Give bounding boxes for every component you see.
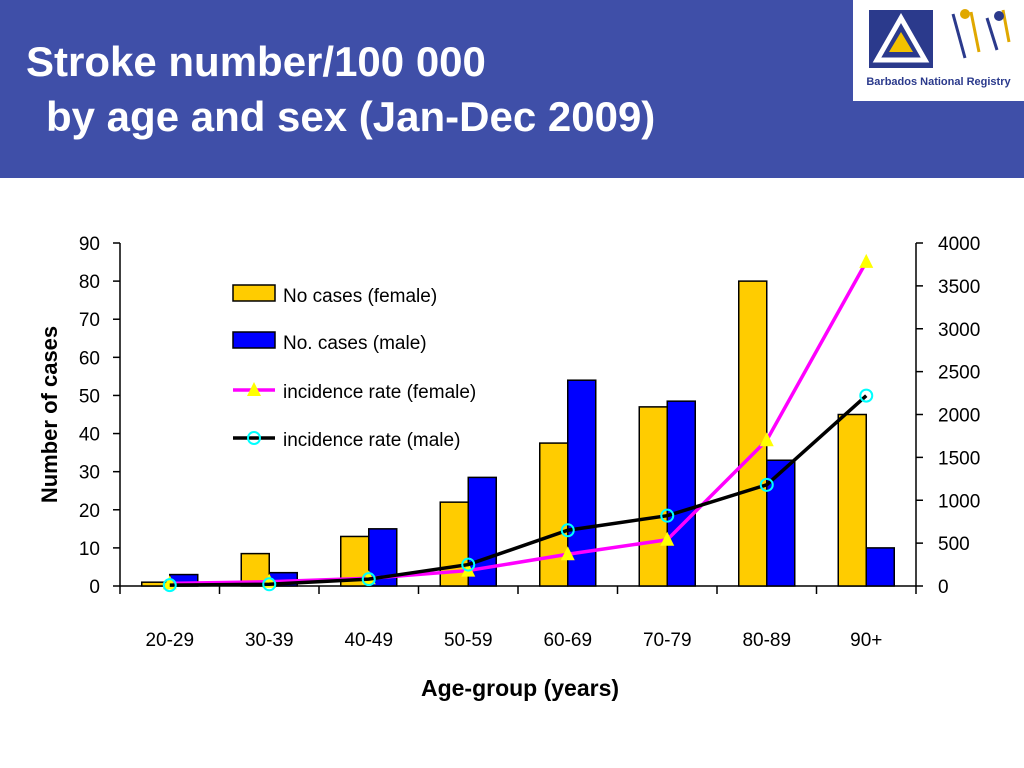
y-tick-label: 90	[79, 234, 100, 255]
bar-female	[837, 413, 867, 587]
stroke-chart: 0 10 20 30 40 50 60 70 80 90 0 500 1000 1500 2000 2500 3…	[37, 234, 980, 701]
bar-male	[865, 547, 895, 587]
y-tick-label: 60	[79, 348, 100, 369]
y-tick-label: 70	[79, 310, 100, 331]
y2-tick-label: 2500	[938, 363, 980, 384]
line-incidence-male	[169, 394, 868, 587]
y2-tick-label: 0	[938, 577, 949, 598]
y-tick-label: 10	[79, 539, 100, 560]
y2-tick-label: 4000	[938, 234, 980, 255]
legend-label-female-cases: No cases (female)	[283, 286, 437, 307]
x-tick-label: 60-69	[543, 630, 592, 651]
page-title-line1: Stroke number/100 000	[26, 38, 486, 85]
y-axis-title: Number of cases	[37, 326, 62, 503]
y-tick-label: 20	[79, 501, 100, 522]
marker-female	[660, 531, 675, 546]
x-tick-label: 50-59	[444, 630, 493, 651]
registry-logo-mark	[869, 9, 1011, 68]
y2-tick-label: 1000	[938, 491, 980, 512]
y-tick-label: 50	[79, 386, 100, 407]
marker-male	[759, 477, 774, 492]
bar-male	[666, 400, 696, 587]
bar-female	[638, 406, 668, 587]
marker-female	[560, 546, 575, 561]
x-axis-title: Age-group (years)	[421, 675, 619, 701]
line-incidence-female	[169, 261, 868, 586]
marker-male	[262, 577, 277, 592]
y2-tick-label: 500	[938, 534, 970, 555]
marker-male	[361, 572, 376, 587]
y2-tick-label: 3500	[938, 277, 980, 298]
legend-swatch-female-cases	[232, 284, 276, 302]
y2-tick-label: 3000	[938, 320, 980, 341]
marker-male	[461, 557, 476, 572]
page-title-line2: by age and sex (Jan-Dec 2009)	[46, 93, 656, 140]
marker-female	[859, 253, 874, 268]
marker-male	[859, 388, 874, 403]
y-tick-label: 30	[79, 463, 100, 484]
y-tick-label: 80	[79, 272, 100, 293]
x-tick-label: 70-79	[643, 630, 692, 651]
marker-male	[660, 508, 675, 523]
x-tick-label: 80-89	[742, 630, 791, 651]
bar-female	[539, 442, 569, 587]
x-tick-label: 90+	[850, 630, 882, 651]
x-tick-label: 30-39	[245, 630, 294, 651]
y2-tick-label: 2000	[938, 406, 980, 427]
marker-female	[759, 432, 774, 447]
y-tick-label: 0	[89, 577, 100, 598]
marker-male	[560, 523, 575, 538]
legend-label-male-cases: No. cases (male)	[283, 333, 427, 354]
x-tick-label: 40-49	[344, 630, 393, 651]
y2-tick-label: 1500	[938, 448, 980, 469]
legend-swatch-male-cases	[232, 331, 276, 349]
x-tick-label: 20-29	[145, 630, 194, 651]
bar-female	[738, 280, 768, 587]
title-banner: Stroke number/100 000 by age and sex (Ja…	[0, 0, 1024, 178]
legend-label-female-rate: incidence rate (female)	[283, 382, 476, 403]
y-tick-label: 40	[79, 425, 100, 446]
registry-logo: Barbados National Registry	[853, 0, 1024, 101]
registry-logo-text: Barbados National Registry	[866, 76, 1011, 88]
legend-marker-female-rate	[247, 382, 261, 396]
legend-marker-male-rate	[247, 431, 261, 445]
marker-male	[162, 578, 177, 593]
legend-label-male-rate: incidence rate (male)	[283, 430, 460, 451]
